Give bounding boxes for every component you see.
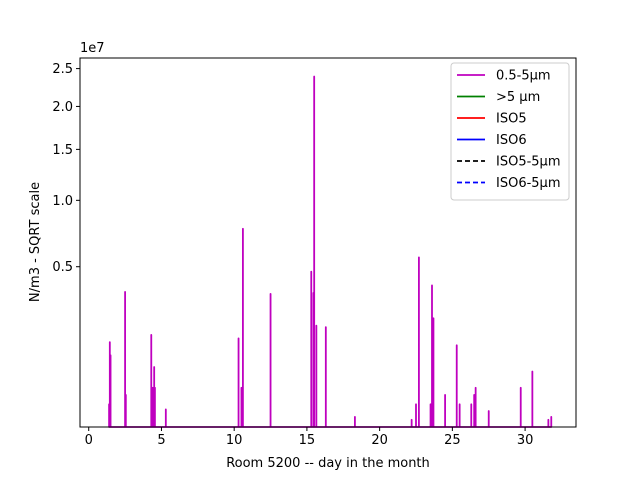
y-tick-label: 1.5 [52, 143, 73, 158]
legend-label: >5 μm [496, 90, 540, 105]
y-tick-label: 2.0 [52, 100, 73, 115]
y-tick-label: 0.5 [52, 260, 73, 275]
y-axis: 0.5 1.0 1.5 2.0 2.5 [52, 62, 80, 275]
x-tick-label: 20 [371, 433, 388, 448]
legend: 0.5-5μm >5 μm ISO5 ISO6 ISO5-5μm ISO6-5μm [450, 62, 570, 201]
series-line-0 [108, 75, 553, 428]
x-tick-label: 5 [157, 433, 165, 448]
y-axis-label: N/m3 - SQRT scale [28, 182, 43, 302]
plot-lines [108, 75, 553, 428]
plot-frame [79, 57, 577, 428]
x-axis: 0 5 10 15 20 25 30 [85, 427, 534, 448]
legend-label: 0.5-5μm [496, 69, 551, 84]
y-tick-label: 1.0 [52, 194, 73, 209]
legend-label: ISO5-5μm [496, 155, 561, 170]
y-tick-label: 2.5 [52, 62, 73, 77]
legend-label: ISO6-5μm [496, 176, 561, 191]
x-tick-label: 0 [85, 433, 93, 448]
x-tick-label: 25 [444, 433, 461, 448]
x-tick-label: 10 [226, 433, 243, 448]
y-axis-offset-label: 1e7 [80, 41, 105, 56]
x-tick-label: 30 [517, 433, 534, 448]
legend-label: ISO6 [496, 133, 527, 148]
legend-label: ISO5 [496, 112, 527, 127]
x-axis-label: Room 5200 -- day in the month [226, 456, 430, 471]
x-tick-label: 15 [299, 433, 316, 448]
